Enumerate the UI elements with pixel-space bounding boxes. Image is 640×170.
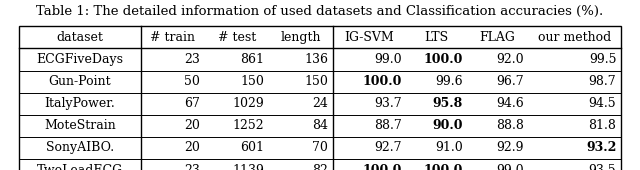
Text: LTS: LTS <box>425 31 449 44</box>
Text: 93.7: 93.7 <box>374 97 402 110</box>
Text: 150: 150 <box>241 75 264 88</box>
Text: 84: 84 <box>312 119 328 132</box>
Text: 70: 70 <box>312 141 328 154</box>
Text: 20: 20 <box>184 119 200 132</box>
Text: 150: 150 <box>305 75 328 88</box>
Text: 99.0: 99.0 <box>496 164 524 170</box>
Text: ItalyPower.: ItalyPower. <box>45 97 115 110</box>
Text: 1139: 1139 <box>232 164 264 170</box>
Text: MoteStrain: MoteStrain <box>44 119 116 132</box>
Text: length: length <box>280 31 321 44</box>
Text: TwoLeadECG: TwoLeadECG <box>37 164 123 170</box>
Text: 50: 50 <box>184 75 200 88</box>
Text: dataset: dataset <box>56 31 104 44</box>
Text: 1252: 1252 <box>233 119 264 132</box>
Text: 100.0: 100.0 <box>423 164 463 170</box>
Text: 88.7: 88.7 <box>374 119 402 132</box>
Text: # train: # train <box>150 31 195 44</box>
Text: 20: 20 <box>184 141 200 154</box>
Text: our method: our method <box>538 31 611 44</box>
Text: 99.6: 99.6 <box>435 75 463 88</box>
Text: 861: 861 <box>240 53 264 66</box>
Text: 82: 82 <box>312 164 328 170</box>
Text: 100.0: 100.0 <box>362 164 402 170</box>
Text: 81.8: 81.8 <box>588 119 616 132</box>
Text: 91.0: 91.0 <box>435 141 463 154</box>
Text: 94.5: 94.5 <box>589 97 616 110</box>
Text: 99.0: 99.0 <box>374 53 402 66</box>
Text: 95.8: 95.8 <box>433 97 463 110</box>
Text: 92.0: 92.0 <box>496 53 524 66</box>
Text: 93.2: 93.2 <box>586 141 616 154</box>
Text: 99.5: 99.5 <box>589 53 616 66</box>
Text: 24: 24 <box>312 97 328 110</box>
Text: 100.0: 100.0 <box>423 53 463 66</box>
Text: FLAG: FLAG <box>479 31 516 44</box>
Text: 90.0: 90.0 <box>432 119 463 132</box>
Text: # test: # test <box>218 31 256 44</box>
Text: 92.9: 92.9 <box>496 141 524 154</box>
Text: 23: 23 <box>184 164 200 170</box>
Text: 93.5: 93.5 <box>589 164 616 170</box>
Text: Table 1: The detailed information of used datasets and Classification accuracies: Table 1: The detailed information of use… <box>36 5 604 18</box>
Text: SonyAIBO.: SonyAIBO. <box>46 141 114 154</box>
Text: 98.7: 98.7 <box>589 75 616 88</box>
Text: 96.7: 96.7 <box>496 75 524 88</box>
Text: 92.7: 92.7 <box>374 141 402 154</box>
Text: 88.8: 88.8 <box>495 119 524 132</box>
Text: 100.0: 100.0 <box>362 75 402 88</box>
Text: 1029: 1029 <box>232 97 264 110</box>
Text: 67: 67 <box>184 97 200 110</box>
Text: 136: 136 <box>304 53 328 66</box>
Text: Gun-Point: Gun-Point <box>49 75 111 88</box>
Text: IG-SVM: IG-SVM <box>345 31 394 44</box>
Text: 601: 601 <box>240 141 264 154</box>
Text: 94.6: 94.6 <box>496 97 524 110</box>
Text: ECGFiveDays: ECGFiveDays <box>36 53 124 66</box>
Text: 23: 23 <box>184 53 200 66</box>
